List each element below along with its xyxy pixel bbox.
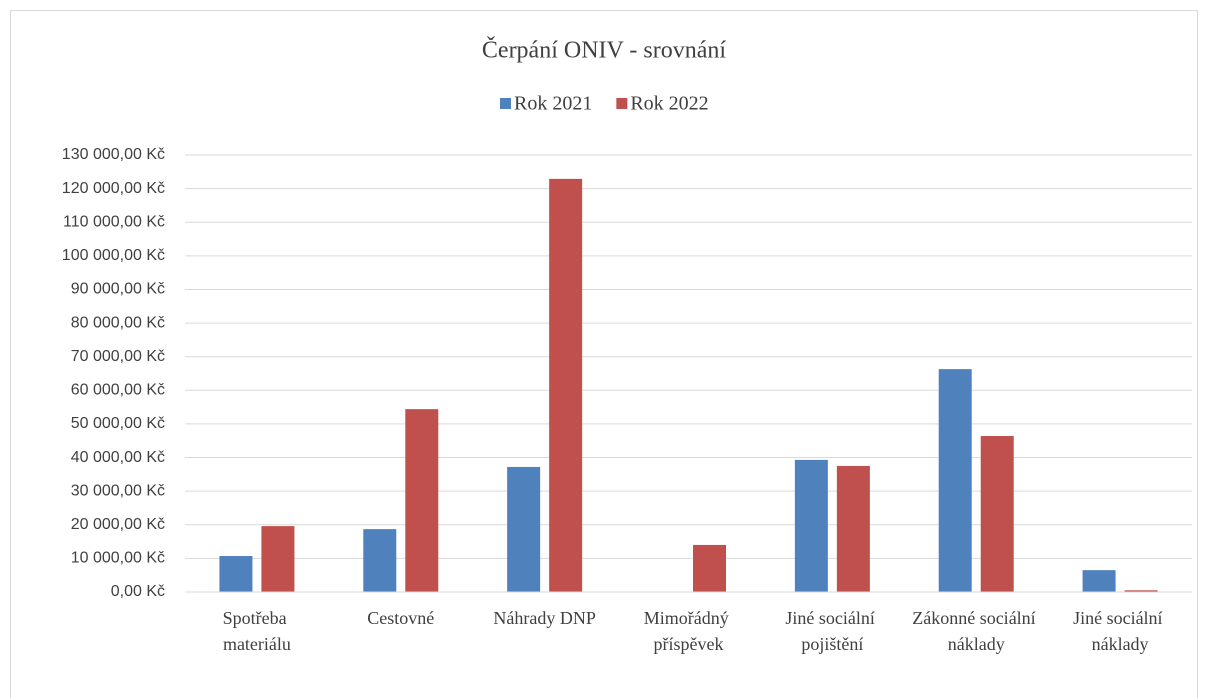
legend-label: Rok 2021 [514,93,592,115]
legend-swatch [616,98,628,109]
bar [1082,570,1116,592]
y-tick-label: 40 000,00 Kč [71,449,165,466]
x-tick-label: Mimořádný příspěvek [644,608,734,654]
y-tick-label: 110 000,00 Kč [63,213,165,230]
y-tick-label: 60 000,00 Kč [71,382,165,399]
bar [980,436,1014,592]
bar [836,465,870,592]
y-tick-label: 90 000,00 Kč [71,281,165,298]
x-tick-label: Spotřeba materiálu [223,608,291,654]
legend-label: Rok 2022 [630,93,708,115]
x-tick-label: Jiné sociální náklady [1073,608,1167,654]
bar [507,466,541,592]
y-tick-label: 120 000,00 Kč [62,180,165,197]
y-tick-label: 30 000,00 Kč [71,482,165,499]
legend-swatch [500,98,511,109]
bar [1124,590,1158,592]
chart-title: Čerpání ONIV - srovnání [482,37,727,64]
bar [261,526,295,592]
y-tick-label: 130 000,00 Kč [62,146,165,163]
bar [693,544,726,592]
bar [363,529,397,592]
y-tick-label: 70 000,00 Kč [71,348,165,365]
bar [405,409,439,592]
bar [938,369,972,592]
y-tick-label: 0,00 Kč [111,583,165,600]
bar [219,556,253,592]
x-tick-label: Cestovné [367,608,434,628]
y-tick-label: 50 000,00 Kč [71,415,165,432]
y-tick-label: 20 000,00 Kč [71,516,165,533]
y-tick-label: 100 000,00 Kč [62,247,165,264]
y-tick-label: 10 000,00 Kč [71,550,165,567]
chart-border [10,10,1198,698]
y-tick-label: 80 000,00 Kč [71,314,165,331]
x-tick-label: Zákonné sociální náklady [912,608,1040,654]
x-tick-label: Jiné sociální pojištění [785,608,879,654]
bar [549,178,583,592]
x-tick-label: Náhrady DNP [493,608,595,628]
bar [794,459,828,592]
